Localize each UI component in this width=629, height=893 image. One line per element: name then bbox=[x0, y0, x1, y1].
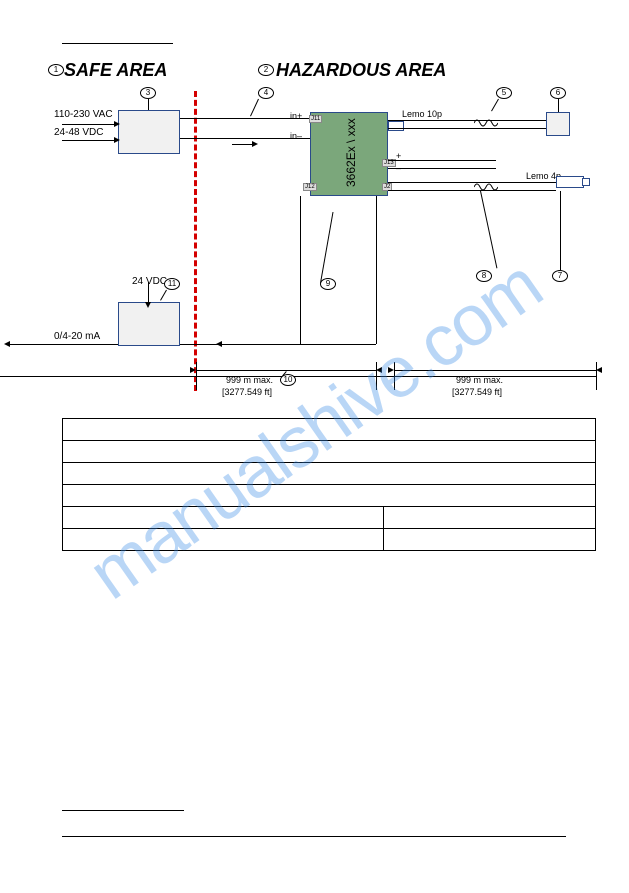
leader-8 bbox=[480, 191, 497, 268]
wire-lemo10-a bbox=[388, 120, 546, 121]
title-hazardous-area: HAZARDOUS AREA bbox=[276, 60, 446, 81]
table-row bbox=[63, 485, 596, 507]
wire-bottom-h bbox=[180, 344, 376, 345]
leader-3 bbox=[148, 99, 149, 110]
label-vdc24: 24 VDC bbox=[132, 276, 167, 287]
ref-1: 1 bbox=[48, 64, 64, 76]
arrow-ma bbox=[10, 344, 118, 345]
j12: J12 bbox=[303, 183, 317, 191]
title-safe-area: SAFE AREA bbox=[64, 60, 167, 81]
rule-top bbox=[62, 43, 173, 44]
arrow-back bbox=[222, 344, 242, 345]
legend-table bbox=[62, 418, 596, 551]
label-inn: in– bbox=[290, 131, 302, 141]
wire-lemo10-b bbox=[388, 128, 546, 129]
main-device-label: 3662Ex \ xxx bbox=[344, 117, 358, 187]
label-ma: 0/4-20 mA bbox=[54, 331, 100, 342]
ref-4: 4 bbox=[258, 87, 274, 99]
rule-bottom-2 bbox=[62, 836, 566, 837]
j11: J11 bbox=[309, 115, 322, 123]
box-7 bbox=[556, 176, 584, 188]
arrow-mid bbox=[232, 144, 252, 145]
rule-bottom-1 bbox=[62, 810, 184, 811]
box-7-tip bbox=[582, 178, 590, 186]
ref-9: 9 bbox=[320, 278, 336, 290]
dim1-ft: [3277.549 ft] bbox=[222, 387, 272, 397]
label-vac: 110-230 VAC bbox=[54, 109, 113, 120]
dim1-m: 999 m max. bbox=[226, 375, 273, 385]
ref-7: 7 bbox=[552, 270, 568, 282]
table-cell bbox=[63, 529, 384, 551]
leader-7 bbox=[560, 191, 561, 270]
dim2-h bbox=[394, 370, 596, 371]
arrow-vac bbox=[62, 124, 114, 125]
arrow-vdc48 bbox=[62, 140, 114, 141]
ref-5: 5 bbox=[496, 87, 512, 99]
wire-down-right bbox=[376, 196, 377, 344]
leader-11 bbox=[160, 290, 167, 301]
diagram: 110-230 VAC 24-48 VDC in+ in– 3662Ex \ x… bbox=[62, 91, 596, 404]
ref-3: 3 bbox=[140, 87, 156, 99]
leader-6 bbox=[558, 99, 559, 112]
table-cell bbox=[63, 507, 384, 529]
coil-1 bbox=[474, 116, 498, 128]
page: 1 SAFE AREA 2 HAZARDOUS AREA 110-230 VAC… bbox=[0, 0, 629, 893]
wire-mid-b bbox=[388, 168, 496, 169]
ref-6: 6 bbox=[550, 87, 566, 99]
leader-5 bbox=[491, 99, 499, 112]
power-supply-box bbox=[118, 110, 180, 154]
ref-2: 2 bbox=[258, 64, 274, 76]
label-lemo10: Lemo 10p bbox=[402, 109, 442, 119]
ref-8: 8 bbox=[476, 270, 492, 282]
table-row bbox=[63, 419, 596, 441]
lemo10-connector bbox=[388, 121, 404, 131]
table-row bbox=[63, 441, 596, 463]
frame-bottom bbox=[0, 376, 596, 377]
boundary-line bbox=[194, 91, 197, 391]
dim2-ft: [3277.549 ft] bbox=[452, 387, 502, 397]
ref-11: 11 bbox=[164, 278, 180, 290]
coil-2 bbox=[474, 180, 498, 192]
table-cell bbox=[384, 529, 596, 551]
table-cell bbox=[384, 507, 596, 529]
wire-lemo4-a bbox=[388, 182, 556, 183]
label-vdc48: 24-48 VDC bbox=[54, 127, 103, 138]
wire-down-left bbox=[300, 196, 301, 344]
wire-lemo4-b bbox=[388, 190, 556, 191]
leader-4 bbox=[250, 99, 259, 117]
wire-mid-a bbox=[388, 160, 496, 161]
label-inp: in+ bbox=[290, 111, 302, 121]
repeater-box bbox=[118, 302, 180, 346]
leader-9 bbox=[320, 212, 333, 283]
box-6 bbox=[546, 112, 570, 136]
table-row bbox=[63, 463, 596, 485]
arrow-vdc24 bbox=[148, 282, 149, 302]
dim2-m: 999 m max. bbox=[456, 375, 503, 385]
